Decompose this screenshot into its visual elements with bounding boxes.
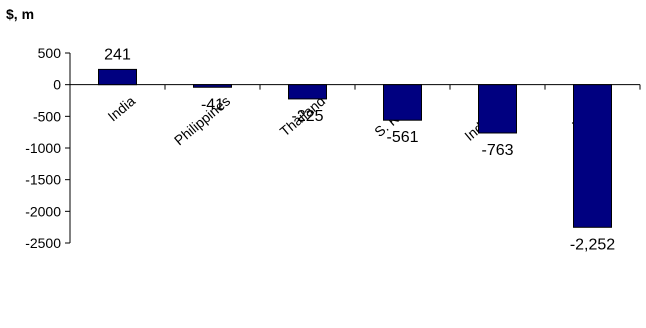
data-label: -561 — [386, 129, 418, 146]
bar-philippines — [193, 84, 232, 88]
y-tick-label: 500 — [38, 45, 62, 61]
bar-thailand — [288, 84, 327, 100]
data-label: -41 — [201, 96, 224, 113]
bar-series — [98, 68, 612, 228]
y-tick-label: -2000 — [25, 203, 61, 219]
y-tick-label: -2500 — [25, 235, 61, 251]
x-tick-label: India — [105, 93, 139, 125]
unit-label: $, m — [6, 6, 35, 22]
bar-s-korea — [383, 84, 422, 121]
data-labels: 241 -41 -225 -561 -763 -2,252 — [104, 46, 615, 253]
data-label: -225 — [291, 108, 323, 125]
bar-taiwan — [573, 84, 612, 228]
y-axis: 500 0 -500 -1000 -1500 -2000 -2500 — [25, 45, 71, 251]
data-label: -763 — [481, 142, 513, 159]
y-tick-label: 0 — [53, 77, 61, 93]
data-label: -2,252 — [570, 236, 615, 253]
y-tick-label: -1000 — [25, 140, 61, 156]
y-tick-label: -1500 — [25, 172, 61, 188]
y-tick-label: -500 — [33, 108, 61, 124]
bar-indonesia — [478, 84, 517, 134]
bar-india — [98, 68, 137, 86]
data-label: 241 — [104, 46, 131, 63]
